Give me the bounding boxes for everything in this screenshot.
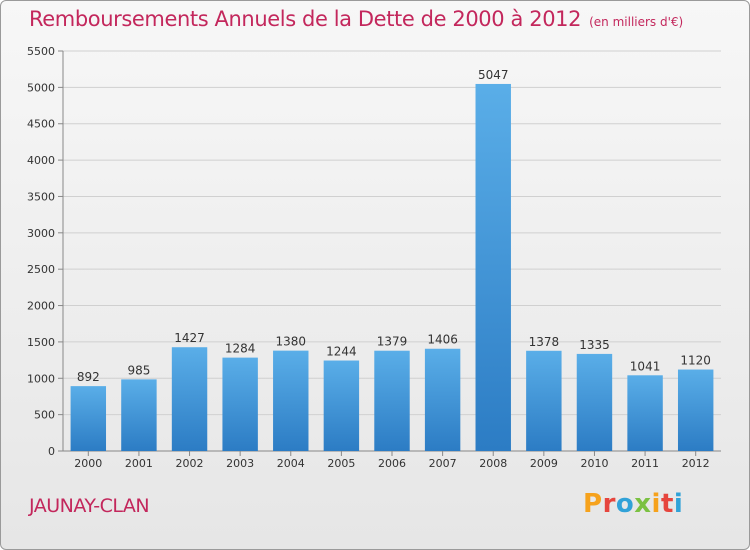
logo-letter: t (660, 489, 674, 519)
data-label: 1379 (377, 335, 408, 349)
x-tick-label: 2008 (479, 457, 507, 470)
bar (677, 369, 714, 451)
x-tick-label: 2010 (580, 457, 608, 470)
chart-subtitle: (en milliers d'€) (589, 15, 684, 29)
chart-title: Remboursements Annuels de la Dette de 20… (29, 7, 683, 31)
bar (171, 347, 208, 451)
data-label: 1284 (225, 342, 256, 356)
y-tick-label: 1000 (27, 372, 55, 385)
x-tick-label: 2003 (226, 457, 254, 470)
data-label: 1380 (275, 335, 306, 349)
bar (576, 353, 613, 451)
y-tick-label: 5500 (27, 45, 55, 58)
x-tick-label: 2000 (74, 457, 102, 470)
label-layer: 892 2000 985 2001 1427 2002 1284 2003 1380 2004 12… (74, 68, 711, 470)
bar (627, 375, 663, 451)
x-tick-label: 2009 (530, 457, 558, 470)
logo-letter: i (673, 489, 684, 519)
bar (424, 348, 461, 451)
y-tick-label: 0 (48, 445, 55, 458)
y-tick-label: 3000 (27, 227, 55, 240)
data-label: 1120 (680, 354, 711, 368)
y-tick-label: 3500 (27, 190, 55, 203)
chart-title-text: Remboursements Annuels de la Dette de 20… (29, 7, 582, 31)
x-tick-label: 2004 (277, 457, 305, 470)
y-tick-label: 500 (34, 409, 55, 422)
x-tick-label: 2012 (682, 457, 710, 470)
data-label: 1406 (427, 333, 458, 347)
bar (121, 379, 157, 451)
x-tick-label: 2002 (176, 457, 204, 470)
x-tick-label: 2005 (327, 457, 355, 470)
bar (70, 386, 107, 451)
y-tick-label: 1500 (27, 336, 55, 349)
x-tick-label: 2007 (429, 457, 457, 470)
bar (526, 350, 562, 451)
data-label: 1041 (630, 359, 661, 373)
data-label: 5047 (478, 68, 509, 82)
bar (475, 83, 511, 451)
data-label: 985 (127, 363, 150, 377)
x-tick-label: 2011 (631, 457, 659, 470)
y-tick-label: 4000 (27, 154, 55, 167)
data-label: 1244 (326, 345, 357, 359)
x-tick-label: 2001 (125, 457, 153, 470)
y-tick-label: 4500 (27, 118, 55, 131)
logo-letter: i (651, 489, 661, 519)
bar (273, 350, 309, 451)
data-label: 1335 (579, 338, 610, 352)
axis-layer: 0 500 1000 1500 2000 2500 3000 3500 4000 4500 5000… (27, 45, 721, 458)
x-tick-label: 2006 (378, 457, 406, 470)
bar (323, 360, 360, 451)
data-label: 1378 (529, 335, 560, 349)
logo-letter: r (602, 489, 616, 519)
logo-letter: P (583, 489, 603, 519)
logo-letter: x (634, 489, 652, 519)
bar-layer (70, 83, 714, 451)
y-tick-label: 2000 (27, 300, 55, 313)
bar (222, 357, 258, 451)
data-label: 1427 (174, 331, 205, 345)
logo-letter: o (615, 489, 635, 519)
data-label: 892 (77, 370, 100, 384)
proxiti-logo: Proxiti (583, 489, 683, 519)
y-tick-label: 5000 (27, 81, 55, 94)
commune-name: JAUNAY-CLAN (29, 495, 150, 517)
bar (374, 350, 410, 451)
y-tick-label: 2500 (27, 263, 55, 276)
